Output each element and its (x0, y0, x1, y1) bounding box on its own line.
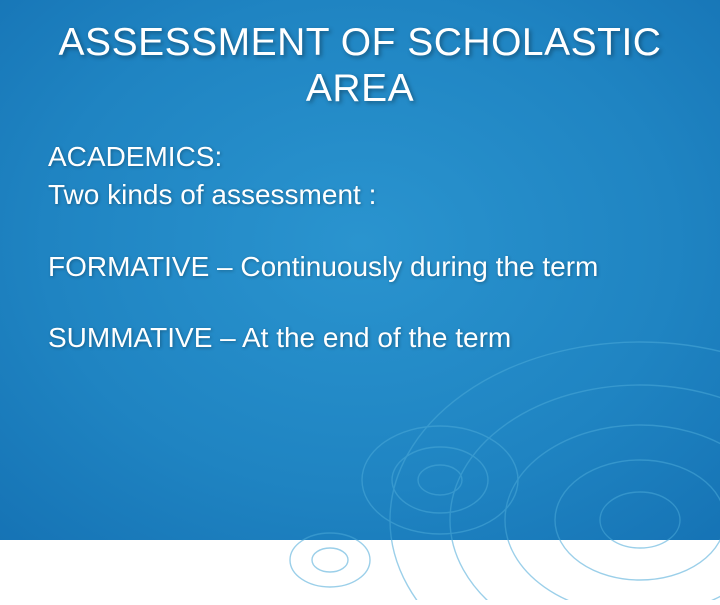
line-formative: FORMATIVE – Continuously during the term (48, 248, 688, 286)
slide-title: ASSESSMENT OF SCHOLASTIC AREA (32, 20, 688, 112)
line-academics: ACADEMICS: (48, 138, 688, 176)
spacer (48, 285, 688, 319)
line-two-kinds: Two kinds of assessment : (48, 176, 688, 214)
line-summative: SUMMATIVE – At the end of the term (48, 319, 688, 357)
slide-body: ACADEMICS: Two kinds of assessment : FOR… (32, 138, 688, 357)
slide: ASSESSMENT OF SCHOLASTIC AREA ACADEMICS:… (0, 0, 720, 540)
spacer (48, 214, 688, 248)
